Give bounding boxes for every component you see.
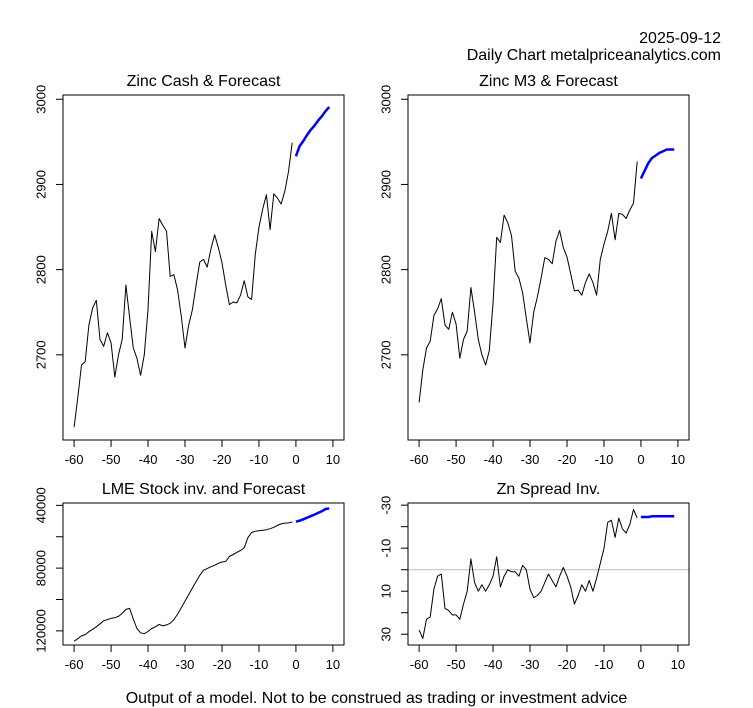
series-forecast-line <box>639 148 675 180</box>
plot-frame <box>407 94 690 441</box>
x-tick-label: 10 <box>326 452 340 467</box>
y-tick-label: -10 <box>378 539 393 558</box>
x-tick-label: -30 <box>176 657 195 672</box>
x-tick-label: -10 <box>595 452 614 467</box>
x-tick-label: -50 <box>102 452 121 467</box>
series-history-line <box>73 521 293 642</box>
x-axis: -60 -50 -40 -30 -20 -10 0 10 <box>410 644 685 672</box>
series-forecast-line <box>295 507 330 523</box>
series-history-line <box>73 142 293 428</box>
panel-title: Zinc M3 & Forecast <box>479 73 618 90</box>
x-tick-label: -60 <box>65 657 84 672</box>
panel-title: Zn Spread Inv. <box>497 481 601 498</box>
y-tick-label: 10 <box>378 584 393 598</box>
y-tick-label: 40000 <box>33 487 48 523</box>
x-tick-label: -20 <box>558 657 577 672</box>
x-tick-label: -20 <box>558 452 577 467</box>
x-tick-label: -60 <box>410 657 429 672</box>
x-tick-label: -60 <box>410 452 429 467</box>
panel-zinc-cash: Zinc Cash & Forecast -60 -50 -40 -30 -20 -10 0 1… <box>33 73 345 467</box>
x-tick-label: -10 <box>250 657 269 672</box>
x-tick-label: 0 <box>637 657 644 672</box>
x-tick-label: 10 <box>671 452 685 467</box>
x-tick-label: -20 <box>213 452 232 467</box>
series-forecast-line <box>294 106 331 157</box>
x-tick-label: -50 <box>102 657 121 672</box>
x-tick-label: -40 <box>139 452 158 467</box>
y-tick-label: 30 <box>378 627 393 641</box>
x-tick-label: -20 <box>213 657 232 672</box>
y-tick-label: 2800 <box>378 255 393 284</box>
x-tick-label: 10 <box>326 657 340 672</box>
y-axis: -30 -10 10 30 <box>378 496 408 641</box>
y-axis: 40000 80000 120000 <box>33 487 63 653</box>
series-history-line <box>418 509 638 639</box>
x-tick-label: -10 <box>595 657 614 672</box>
panel-zn-spread: Zn Spread Inv. -60 -50 -40 -30 -20 -10 0 10 -30 -1… <box>378 481 690 672</box>
x-tick-label: -30 <box>521 452 540 467</box>
x-tick-label: -40 <box>139 657 158 672</box>
x-tick-label: -40 <box>484 657 503 672</box>
x-axis: -60 -50 -40 -30 -20 -10 0 10 <box>65 644 340 672</box>
x-tick-label: -30 <box>176 452 195 467</box>
x-tick-label: 0 <box>292 452 299 467</box>
x-tick-label: 0 <box>292 657 299 672</box>
plot-frame <box>62 94 345 441</box>
y-tick-label: 2700 <box>378 340 393 369</box>
x-axis: -60 -50 -40 -30 -20 -10 0 10 <box>410 439 685 467</box>
y-axis: 2700 2800 2900 3000 <box>33 85 63 369</box>
chart-subtitle: Daily Chart metalpriceanalytics.com <box>466 47 721 64</box>
panel-zinc-m3: Zinc M3 & Forecast -60 -50 -40 -30 -20 -10 0 10 2… <box>378 73 690 467</box>
series-history-line <box>418 161 638 403</box>
x-tick-label: -10 <box>250 452 269 467</box>
chart-date: 2025-09-12 <box>639 30 721 47</box>
y-tick-label: 2800 <box>33 255 48 284</box>
y-tick-label: 80000 <box>33 550 48 586</box>
plot-frame <box>62 502 345 646</box>
y-tick-label: 2700 <box>33 340 48 369</box>
x-tick-label: 10 <box>671 657 685 672</box>
y-axis: 2700 2800 2900 3000 <box>378 85 408 369</box>
x-tick-label: -50 <box>447 657 466 672</box>
x-tick-label: -40 <box>484 452 503 467</box>
y-tick-label: 120000 <box>33 609 48 652</box>
x-tick-label: -30 <box>521 657 540 672</box>
x-tick-label: 0 <box>637 452 644 467</box>
panel-lme-stock: LME Stock inv. and Forecast-60 -50 -40 -30-… <box>33 481 345 672</box>
y-tick-label: 2900 <box>378 170 393 199</box>
x-tick-label: -50 <box>447 452 466 467</box>
y-tick-label: 3000 <box>378 85 393 114</box>
y-tick-label: -30 <box>378 496 393 515</box>
y-tick-label: 2900 <box>33 170 48 199</box>
disclaimer-footer: Output of a model. Not to be construed a… <box>125 690 628 707</box>
x-axis: -60 -50 -40 -30 -20 -10 0 10 <box>65 439 340 467</box>
y-tick-label: 3000 <box>33 85 48 114</box>
x-tick-label: -60 <box>65 452 84 467</box>
panel-title: LME Stock inv. and Forecast <box>102 481 306 498</box>
series-forecast-line <box>640 515 675 519</box>
panel-title: Zinc Cash & Forecast <box>127 73 281 90</box>
